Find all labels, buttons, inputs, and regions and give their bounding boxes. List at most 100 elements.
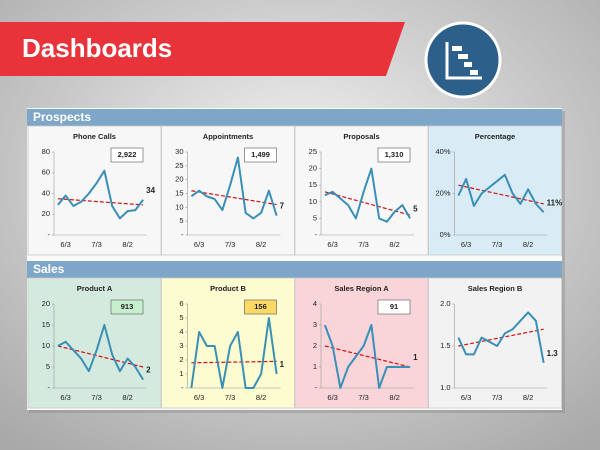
x-tick-label: 8/2	[256, 240, 266, 249]
y-tick-label: 15	[42, 320, 50, 329]
x-tick-label: 7/3	[492, 393, 502, 402]
page-title: Dashboards	[22, 33, 172, 63]
y-tick-label: 5	[46, 362, 50, 371]
y-tick-label: 1.0	[440, 383, 450, 392]
y-tick-label: 1.5	[440, 341, 450, 350]
y-tick-label: -	[181, 383, 184, 392]
total-box	[110, 299, 144, 315]
chart-title: Product A	[77, 284, 113, 293]
chart-title: Product B	[210, 284, 246, 293]
section-title: Sales	[33, 262, 65, 276]
y-tick-label: -	[315, 230, 318, 239]
y-tick-label: 25	[309, 147, 317, 156]
chart-title: Proposals	[343, 132, 379, 141]
end-label: 5	[413, 205, 418, 214]
section-header	[27, 261, 562, 278]
end-label: 1.3	[547, 349, 559, 358]
x-tick-label: 7/3	[91, 240, 101, 249]
x-tick-label: 6/3	[327, 240, 337, 249]
chart-title: Sales Region A	[334, 284, 389, 293]
y-tick-label: 15	[309, 180, 317, 189]
x-tick-label: 7/3	[358, 393, 368, 402]
total-box	[377, 147, 411, 163]
total-value: 1,499	[251, 150, 270, 159]
y-tick-label: 2	[179, 355, 183, 364]
end-label: 1	[280, 360, 285, 369]
chart-cell	[27, 125, 162, 256]
x-tick-label: 6/3	[461, 240, 471, 249]
title-banner	[0, 22, 405, 76]
series-line	[324, 167, 411, 223]
x-tick-label: 8/2	[122, 240, 132, 249]
chart-cell	[27, 277, 162, 409]
chart-title: Percentage	[475, 132, 515, 141]
section-header	[27, 109, 562, 126]
series-line	[190, 156, 278, 220]
y-tick-label: 30	[175, 147, 183, 156]
total-box	[244, 299, 277, 315]
y-tick-label: 1	[313, 362, 317, 371]
y-tick-label: 5	[179, 216, 183, 225]
x-tick-label: 8/2	[389, 393, 399, 402]
total-box	[377, 299, 411, 315]
x-tick-label: 7/3	[225, 240, 235, 249]
y-tick-label: 10	[175, 202, 183, 211]
total-value: 91	[390, 302, 398, 311]
trend-line	[191, 360, 277, 364]
trend-line	[458, 184, 544, 205]
x-tick-label: 7/3	[358, 240, 368, 249]
x-tick-label: 6/3	[60, 393, 70, 402]
y-tick-label: 25	[175, 161, 183, 170]
chart-cell	[428, 125, 562, 256]
y-tick-label: 20	[42, 209, 50, 218]
y-tick-label: -	[48, 383, 51, 392]
y-tick-label: 20	[42, 299, 50, 308]
y-tick-label: 80	[42, 147, 50, 156]
series-line	[57, 324, 144, 381]
trend-line	[324, 345, 411, 368]
x-tick-label: 8/2	[389, 240, 399, 249]
y-tick-label: 5	[179, 313, 183, 322]
series-line	[323, 324, 411, 389]
y-tick-label: 2.0	[440, 299, 450, 308]
series-line	[190, 317, 278, 389]
y-tick-label: -	[48, 230, 51, 239]
end-label: 7	[280, 202, 285, 211]
y-tick-label: 20	[175, 175, 183, 184]
y-tick-label: 3	[179, 341, 183, 350]
y-tick-label: 15	[175, 188, 183, 197]
y-tick-label: 4	[179, 327, 183, 336]
chart-title: Phone Calls	[73, 132, 116, 141]
trend-line	[191, 190, 277, 206]
y-tick-label: 1	[179, 369, 183, 378]
end-label: 1	[413, 353, 418, 362]
trend-line	[458, 328, 544, 347]
end-label: 2	[146, 366, 151, 375]
y-tick-label: 20	[309, 164, 317, 173]
x-tick-label: 7/3	[91, 393, 101, 402]
y-tick-label: 6	[179, 299, 183, 308]
x-tick-label: 8/2	[523, 240, 533, 249]
x-tick-label: 6/3	[60, 240, 70, 249]
x-tick-label: 7/3	[492, 240, 502, 249]
y-tick-label: -	[181, 230, 184, 239]
chart-cell	[294, 125, 429, 256]
chart-title: Appointments	[203, 132, 253, 141]
series-line	[457, 173, 545, 213]
total-box	[244, 147, 277, 163]
series-line	[457, 311, 545, 363]
x-tick-label: 8/2	[122, 393, 132, 402]
icon	[424, 21, 502, 99]
y-tick-label: 2	[313, 341, 317, 350]
y-tick-label: 5	[313, 213, 317, 222]
total-value: 913	[121, 302, 134, 311]
chart-title: Sales Region B	[468, 284, 523, 293]
end-label: 34	[146, 186, 155, 195]
y-tick-label: 20%	[435, 188, 450, 197]
x-tick-label: 6/3	[461, 393, 471, 402]
x-tick-label: 8/2	[523, 393, 533, 402]
total-value: 156	[254, 302, 267, 311]
y-tick-label: 4	[313, 299, 317, 308]
